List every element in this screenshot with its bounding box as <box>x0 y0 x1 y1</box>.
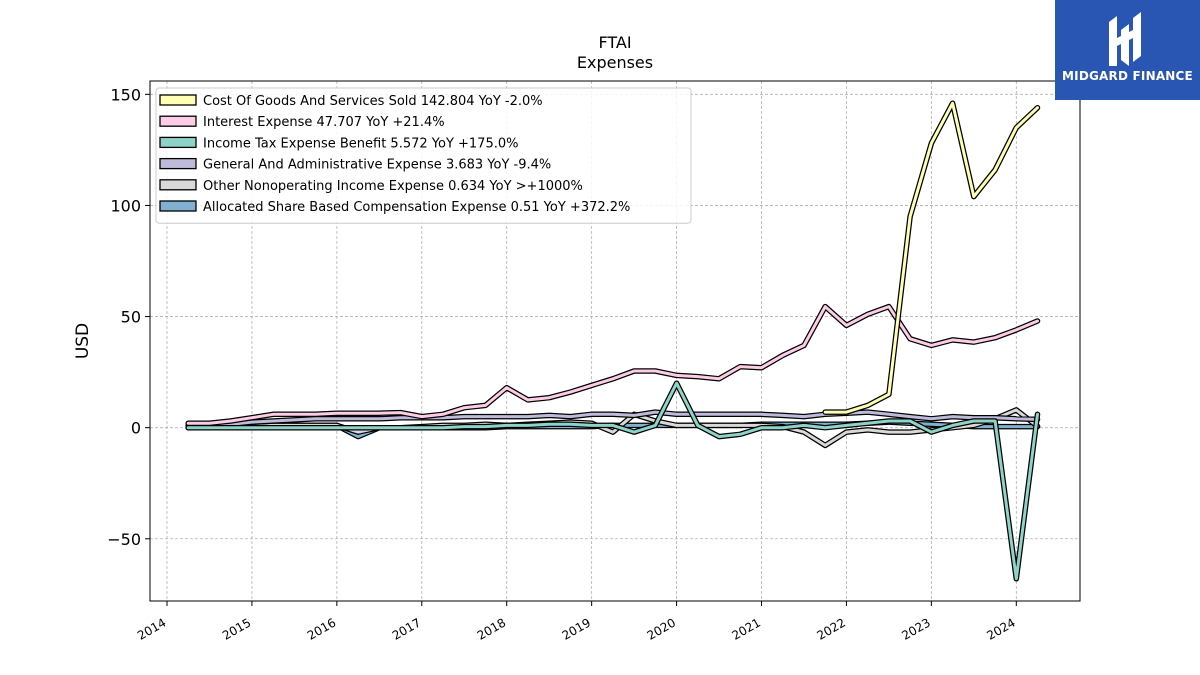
legend-swatch <box>159 200 197 212</box>
chart-subtitle: Expenses <box>577 53 653 72</box>
plot-frame <box>149 80 1081 602</box>
x-tick-label: 2017 <box>390 615 423 642</box>
legend-entry: Income Tax Expense Benefit 5.572 YoY +17… <box>159 136 518 151</box>
x-tick-label: 2022 <box>814 615 847 642</box>
series-line <box>185 380 1041 582</box>
legend: Cost Of Goods And Services Sold 142.804 … <box>155 87 692 224</box>
legend-entry: Interest Expense 47.707 YoY +21.4% <box>159 115 445 130</box>
y-tick-label: 150 <box>110 85 141 104</box>
legend-label: Interest Expense 47.707 YoY +21.4% <box>203 115 445 130</box>
legend-swatch <box>159 115 197 127</box>
x-tick-label: 2024 <box>984 615 1017 642</box>
legend-entry: Other Nonoperating Income Expense 0.634 … <box>159 179 583 194</box>
chart-title: FTAI <box>598 33 631 52</box>
legend-entry: General And Administrative Expense 3.683… <box>159 157 551 173</box>
legend-swatch <box>159 136 197 149</box>
brand-name: MIDGARD FINANCE <box>1062 69 1193 83</box>
y-tick-label: 100 <box>110 196 141 215</box>
legend-label: Income Tax Expense Benefit 5.572 YoY +17… <box>203 136 518 151</box>
series-stroke <box>823 101 1039 414</box>
legend-swatch <box>159 157 197 170</box>
legend-box <box>155 87 692 224</box>
legend-entry: Allocated Share Based Compensation Expen… <box>159 200 630 215</box>
series-outline <box>185 303 1041 426</box>
midgard-m-logo-icon <box>1109 12 1141 66</box>
x-tick-label: 2019 <box>560 615 593 642</box>
legend-swatch <box>159 179 197 191</box>
legend-label: Allocated Share Based Compensation Expen… <box>203 200 630 215</box>
x-tick-label: 2018 <box>475 615 508 642</box>
y-tick-label: −50 <box>107 530 141 549</box>
y-axis-label: USD <box>73 323 93 359</box>
series-lines <box>185 100 1041 582</box>
series-stroke <box>186 305 1039 425</box>
midgard-finance-logo: MIDGARD FINANCE <box>1055 0 1200 100</box>
x-tick-label: 2014 <box>135 615 168 642</box>
x-tick-label: 2023 <box>899 615 932 642</box>
y-tick-label: 50 <box>121 308 141 327</box>
series-line <box>185 409 1041 429</box>
x-tick-label: 2021 <box>730 615 763 642</box>
legend-label: Cost Of Goods And Services Sold 142.804 … <box>203 94 543 109</box>
series-stroke <box>186 410 1039 427</box>
series-stroke <box>186 381 1039 581</box>
legend-entry: Cost Of Goods And Services Sold 142.804 … <box>159 94 543 109</box>
x-tick-label: 2016 <box>305 615 338 642</box>
series-line <box>185 303 1041 426</box>
y-tick-label: 0 <box>131 419 141 438</box>
x-tick-label: 2020 <box>645 615 678 642</box>
legend-label: Other Nonoperating Income Expense 0.634 … <box>203 179 583 194</box>
series-line <box>822 100 1041 415</box>
x-tick-label: 2015 <box>220 615 253 642</box>
legend-swatch <box>159 94 197 106</box>
legend-label: General And Administrative Expense 3.683… <box>203 158 551 173</box>
